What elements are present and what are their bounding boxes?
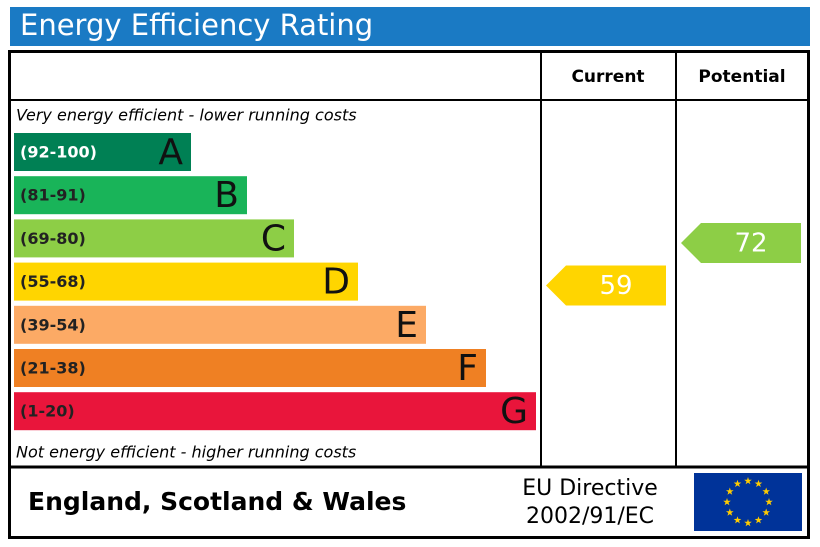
star: [762, 487, 770, 495]
band-letter: D: [322, 262, 350, 303]
band-bar: [14, 305, 426, 344]
band-range: (92-100): [20, 143, 97, 162]
eu-flag: [694, 473, 802, 531]
top-note: Very energy efficient - lower running co…: [16, 106, 357, 125]
star: [765, 498, 773, 506]
band-bar: [14, 133, 191, 171]
band-letter: F: [457, 348, 478, 389]
current-header: Current: [571, 67, 644, 87]
star: [754, 516, 763, 524]
stars: [723, 477, 773, 527]
star: [744, 477, 752, 485]
band-range: (39-54): [20, 315, 86, 334]
band-letter: G: [500, 391, 528, 432]
band-letter: E: [395, 305, 418, 346]
title: Energy Efficiency Rating: [20, 8, 373, 42]
star: [762, 508, 770, 516]
band-letter: C: [261, 218, 286, 259]
rating-value: 72: [734, 228, 767, 258]
rating-arrow: [681, 222, 801, 263]
directive: 2002/91/EC: [526, 504, 654, 529]
band-bar: [14, 176, 247, 215]
star: [733, 516, 742, 524]
band-bar: [14, 219, 294, 258]
band-range: (69-80): [20, 229, 86, 248]
band-bar: [14, 392, 536, 431]
star: [723, 498, 731, 506]
directive: EU Directive: [522, 476, 658, 501]
band-range: (21-38): [20, 359, 86, 378]
band-letter: A: [158, 132, 183, 173]
star: [726, 508, 734, 516]
star: [754, 479, 763, 487]
rating-arrow: [546, 265, 666, 306]
rating-value: 59: [599, 271, 632, 301]
bottom-note: Not energy efficient - higher running co…: [16, 443, 356, 462]
band-range: (1-20): [20, 402, 75, 421]
frame: [8, 50, 810, 539]
star: [733, 479, 742, 487]
band-bar: [14, 262, 358, 301]
band-range: (55-68): [20, 272, 86, 291]
title-bar: [10, 7, 810, 46]
potential-header: Potential: [698, 67, 785, 87]
band-bar: [14, 349, 486, 387]
star: [726, 487, 734, 495]
band-letter: B: [214, 175, 239, 216]
band-range: (81-91): [20, 186, 86, 205]
star: [744, 519, 752, 527]
region: England, Scotland & Wales: [28, 487, 406, 516]
